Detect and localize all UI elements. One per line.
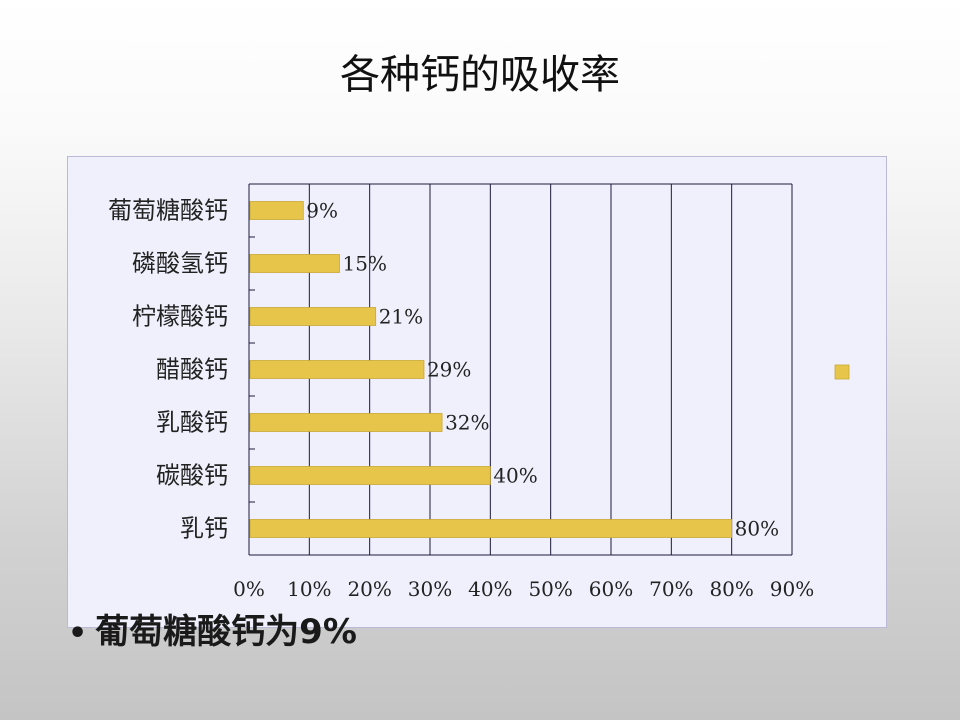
bar-chart: 9% 15% 21% 29% 32% 40% 80% 葡萄糖酸钙磷酸氢钙柠檬酸钙醋酸钙乳酸钙… — [108, 183, 850, 601]
x-tick-label: 20% — [347, 577, 391, 601]
category-label: 磷酸氢钙 — [132, 250, 228, 278]
data-label: 32% — [445, 411, 489, 435]
bar — [249, 201, 304, 220]
category-label: 柠檬酸钙 — [132, 303, 228, 331]
data-label: 40% — [493, 464, 537, 488]
x-tick-label: 10% — [287, 577, 331, 601]
gridlines — [248, 183, 793, 556]
bullet-point: • 葡萄糖酸钙为9% — [68, 604, 357, 653]
data-label: 80% — [735, 517, 779, 541]
x-tick-label: 90% — [770, 577, 814, 601]
legend-swatch — [834, 364, 850, 380]
bullet-icon: • — [68, 616, 88, 651]
category-label: 醋酸钙 — [156, 356, 228, 384]
chart-area: 9% 15% 21% 29% 32% 40% 80% 葡萄糖酸钙磷酸氢钙柠檬酸钙醋酸钙乳酸钙… — [67, 156, 887, 628]
bar — [249, 466, 491, 485]
x-tick-label: 40% — [468, 577, 512, 601]
category-label: 乳钙 — [180, 515, 228, 543]
data-label: 15% — [343, 252, 387, 276]
x-tick-label: 60% — [589, 577, 633, 601]
x-tick-label: 70% — [649, 577, 693, 601]
data-label: 29% — [427, 358, 471, 382]
category-label: 碳酸钙 — [156, 462, 228, 490]
x-tick-label: 50% — [528, 577, 572, 601]
bar — [249, 360, 425, 379]
bar — [249, 254, 340, 273]
x-tick-label: 30% — [408, 577, 452, 601]
bullet-text: 葡萄糖酸钙为9% — [95, 612, 357, 652]
bar — [249, 307, 377, 326]
bars — [249, 201, 733, 538]
data-label: 9% — [306, 199, 338, 223]
slide-title: 各种钙的吸收率 — [340, 52, 620, 98]
x-tick-labels: 0% 10% 20% 30% 40% 50% 60% 70% 80% 90% — [233, 577, 814, 601]
bar — [249, 413, 443, 432]
category-label: 乳酸钙 — [156, 409, 228, 437]
data-labels: 9% 15% 21% 29% 32% 40% 80% — [306, 199, 779, 541]
x-tick-label: 80% — [709, 577, 753, 601]
bar — [249, 519, 733, 538]
x-tick-label: 0% — [233, 577, 265, 601]
category-label: 葡萄糖酸钙 — [108, 197, 228, 225]
data-label: 21% — [379, 305, 423, 329]
legend — [834, 364, 850, 380]
